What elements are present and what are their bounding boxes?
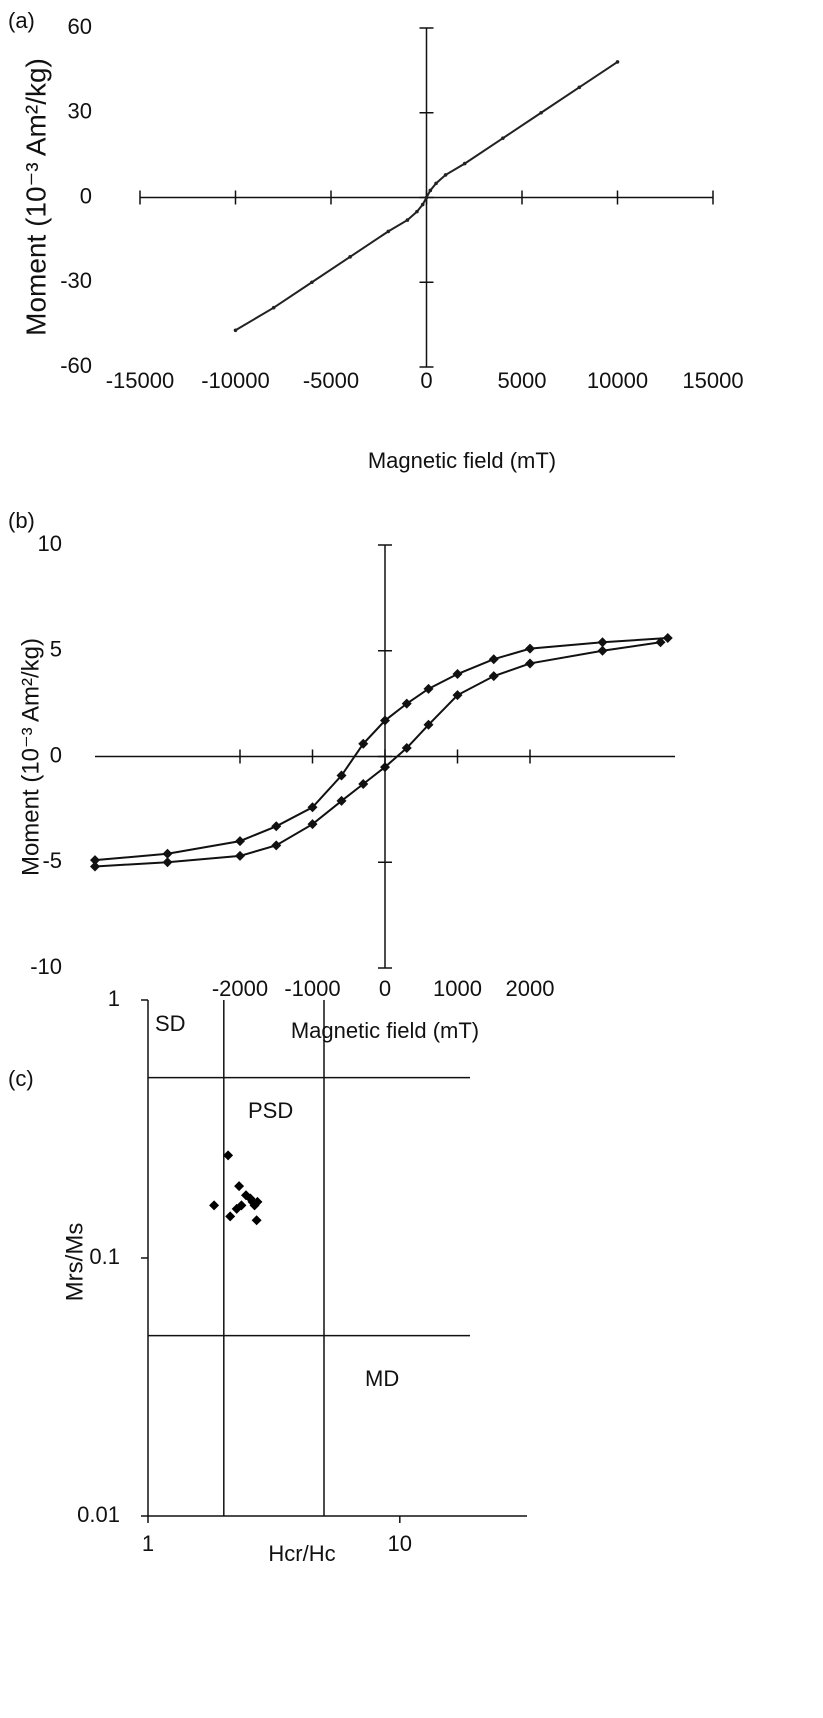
panel-label: (a) bbox=[8, 8, 35, 33]
data-point bbox=[401, 743, 412, 754]
data-point bbox=[358, 738, 369, 749]
y-tick-label: -60 bbox=[60, 353, 92, 378]
y-tick-label: 0 bbox=[80, 183, 92, 208]
y-tick-label: 1 bbox=[108, 986, 120, 1011]
data-point bbox=[415, 209, 419, 214]
x-tick-label: 0 bbox=[379, 976, 391, 1001]
y-tick-label: -5 bbox=[42, 848, 62, 873]
y-tick-label: 0 bbox=[50, 742, 62, 767]
data-point bbox=[251, 1215, 262, 1226]
y-tick-label: 5 bbox=[50, 637, 62, 662]
y-axis-title: Mrs/Ms bbox=[61, 1223, 88, 1302]
y-tick-label: 10 bbox=[38, 531, 62, 556]
x-tick-label: 1000 bbox=[433, 976, 482, 1001]
y-tick-label: -10 bbox=[30, 954, 62, 979]
data-line bbox=[94, 641, 661, 868]
x-tick-label: 1 bbox=[142, 1531, 154, 1556]
y-tick-label: 0.1 bbox=[89, 1244, 120, 1269]
data-point bbox=[525, 658, 535, 669]
data-point bbox=[307, 819, 318, 830]
y-tick-label: 60 bbox=[68, 14, 92, 39]
data-point bbox=[525, 643, 535, 654]
x-tick-label: 10000 bbox=[587, 368, 648, 393]
data-point bbox=[247, 1196, 258, 1207]
data-point bbox=[424, 195, 429, 200]
data-point bbox=[615, 60, 620, 64]
x-axis-title: Magnetic field (mT) bbox=[368, 448, 556, 473]
data-point bbox=[401, 698, 412, 709]
data-point bbox=[234, 1181, 245, 1192]
x-tick-label: -5000 bbox=[303, 368, 359, 393]
data-point bbox=[336, 770, 347, 781]
data-point bbox=[231, 1203, 242, 1214]
data-point bbox=[235, 836, 245, 847]
data-point bbox=[405, 218, 410, 222]
data-point bbox=[358, 778, 369, 789]
data-point bbox=[223, 1150, 234, 1161]
x-tick-label: 0 bbox=[420, 368, 432, 393]
data-point bbox=[434, 181, 438, 186]
y-tick-label: -30 bbox=[60, 268, 92, 293]
y-axis-title: Moment (10⁻³ Am²/kg) bbox=[17, 638, 44, 876]
data-point bbox=[488, 654, 499, 665]
data-point bbox=[452, 690, 463, 701]
x-tick-label: -2000 bbox=[212, 976, 268, 1001]
data-point bbox=[452, 669, 463, 680]
x-axis-title: Magnetic field (mT) bbox=[291, 1018, 479, 1043]
data-point bbox=[162, 857, 173, 868]
data-point bbox=[423, 719, 434, 730]
x-tick-label: 15000 bbox=[682, 368, 743, 393]
data-point bbox=[90, 861, 100, 872]
x-tick-label: 5000 bbox=[498, 368, 547, 393]
data-point bbox=[420, 202, 425, 207]
data-point bbox=[225, 1211, 236, 1222]
data-point bbox=[271, 821, 282, 832]
data-point bbox=[428, 188, 433, 193]
panel-label: (c) bbox=[8, 1066, 34, 1091]
data-point bbox=[209, 1200, 220, 1211]
data-point bbox=[443, 173, 448, 177]
data-point bbox=[233, 328, 238, 333]
data-point bbox=[336, 795, 347, 806]
data-point bbox=[271, 305, 276, 310]
data-point bbox=[90, 855, 100, 866]
data-point bbox=[380, 715, 390, 726]
x-tick-label: -1000 bbox=[284, 976, 340, 1001]
data-point bbox=[348, 255, 352, 259]
y-axis-title: Moment (10⁻³ Am²/kg) bbox=[20, 58, 51, 336]
x-tick-label: -15000 bbox=[106, 368, 175, 393]
data-point bbox=[488, 671, 499, 682]
x-tick-label: -10000 bbox=[201, 368, 270, 393]
data-line bbox=[94, 637, 668, 862]
data-point bbox=[162, 848, 173, 859]
x-tick-label: 10 bbox=[388, 1531, 412, 1556]
data-point bbox=[462, 161, 467, 166]
x-tick-label: 2000 bbox=[506, 976, 555, 1001]
region-label: MD bbox=[365, 1366, 399, 1391]
data-point bbox=[386, 229, 391, 234]
data-point bbox=[380, 762, 390, 773]
data-point bbox=[501, 136, 505, 140]
y-tick-label: 30 bbox=[68, 99, 92, 124]
region-label: PSD bbox=[248, 1098, 293, 1123]
data-point bbox=[271, 840, 282, 851]
region-label: SD bbox=[155, 1011, 186, 1036]
y-tick-label: 0.01 bbox=[77, 1502, 120, 1527]
data-point bbox=[662, 633, 673, 644]
x-axis-title: Hcr/Hc bbox=[268, 1541, 335, 1566]
data-point bbox=[597, 645, 608, 656]
data-point bbox=[539, 110, 543, 115]
data-point bbox=[597, 637, 608, 648]
data-point bbox=[655, 637, 666, 648]
data-point bbox=[310, 280, 314, 285]
data-point bbox=[577, 85, 582, 90]
data-point bbox=[423, 683, 434, 694]
panel-label: (b) bbox=[8, 508, 35, 533]
data-point bbox=[307, 802, 318, 813]
data-point bbox=[235, 850, 245, 861]
